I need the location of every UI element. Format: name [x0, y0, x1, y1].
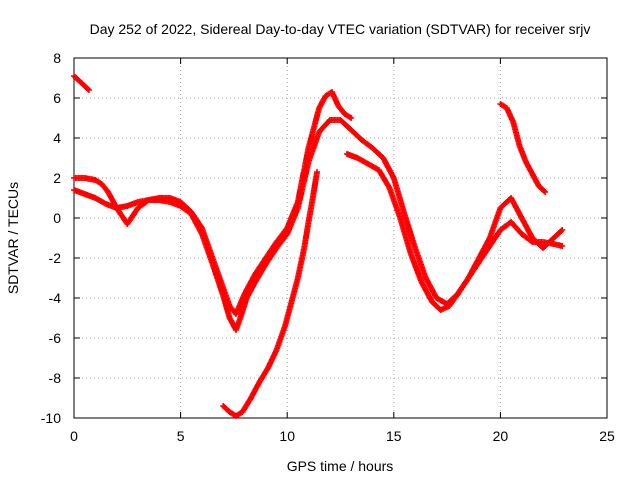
- data-point: [559, 243, 566, 249]
- y-tick-label: -4: [49, 290, 62, 306]
- x-tick-label: 15: [386, 428, 402, 444]
- x-tick-label: 5: [177, 428, 185, 444]
- data-point: [541, 188, 548, 194]
- data-point: [542, 189, 549, 195]
- y-tick-label: -2: [49, 250, 62, 266]
- x-tick-label: 20: [493, 428, 509, 444]
- data-point: [314, 169, 321, 175]
- data-point: [85, 87, 92, 93]
- x-tick-label: 0: [70, 428, 78, 444]
- y-tick-label: 4: [53, 130, 61, 146]
- y-tick-label: 0: [53, 210, 61, 226]
- x-tick-label: 25: [599, 428, 615, 444]
- series-track-d: [343, 151, 566, 313]
- x-tick-label: 10: [279, 428, 295, 444]
- data-point: [348, 115, 355, 121]
- data-points: [71, 73, 566, 419]
- series-track-a: [71, 73, 92, 93]
- series-track-e: [220, 169, 321, 419]
- y-tick-label: 2: [53, 170, 61, 186]
- series-track-f: [497, 101, 549, 195]
- data-point: [558, 228, 565, 234]
- y-tick-label: 6: [53, 90, 61, 106]
- y-tick-label: -8: [49, 370, 62, 386]
- y-axis-label: SDTVAR / TECUs: [5, 182, 21, 294]
- y-tick-label: -10: [41, 410, 61, 426]
- axis-ticks: 0 5 10 15 20 25 -10 -8 -6 -4 -2 0 2 4 6 8: [41, 50, 615, 444]
- data-point: [84, 86, 91, 92]
- y-tick-label: 8: [53, 50, 61, 66]
- series-track-c: [71, 117, 566, 333]
- x-axis-label: GPS time / hours: [287, 458, 394, 474]
- plot-frame: [73, 57, 608, 419]
- y-tick-label: -6: [49, 330, 62, 346]
- data-point: [559, 227, 566, 233]
- chart-title: Day 252 of 2022, Sidereal Day-to-day VTE…: [90, 21, 591, 37]
